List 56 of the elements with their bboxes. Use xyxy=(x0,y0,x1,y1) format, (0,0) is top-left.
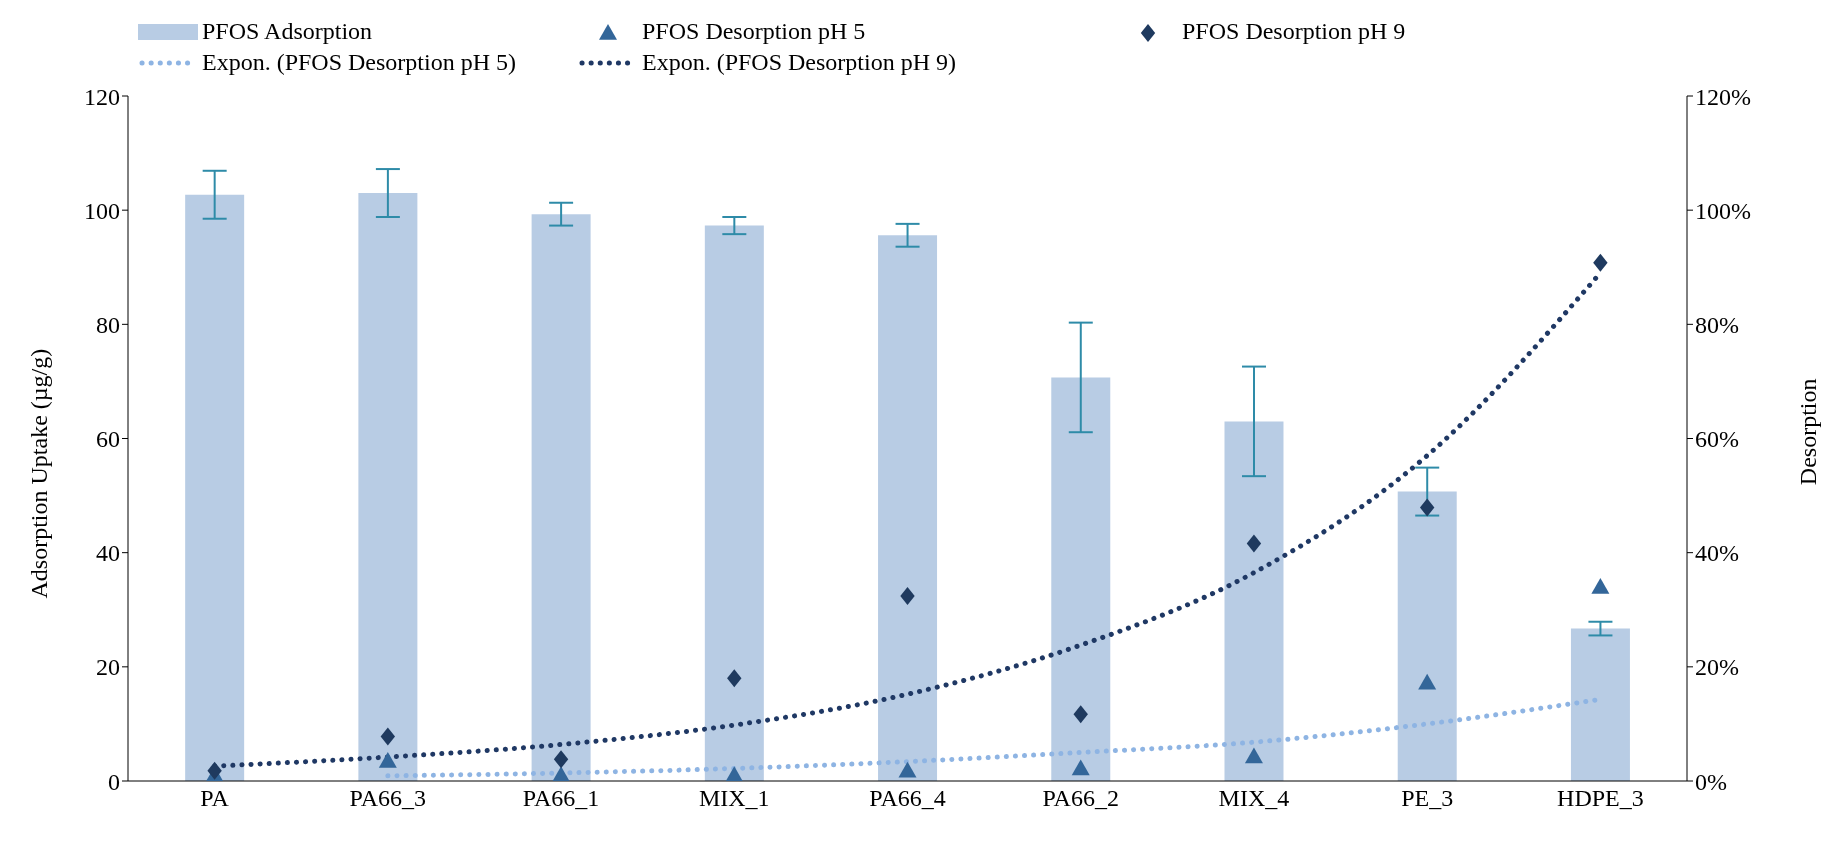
point xyxy=(1418,673,1437,690)
point xyxy=(1419,498,1435,517)
y-tick-label: 60 xyxy=(96,426,120,453)
x-tick-label: PA66_2 xyxy=(1042,785,1119,812)
legend-label: PFOS Desorption pH 9 xyxy=(1182,18,1406,45)
bar xyxy=(1397,491,1457,781)
bar xyxy=(358,193,418,781)
point xyxy=(1244,747,1263,764)
point xyxy=(1591,577,1610,594)
x-tick-label: HDPE_3 xyxy=(1557,785,1644,812)
x-tick-label: MIX_4 xyxy=(1218,785,1290,812)
y2-tick-label: 60% xyxy=(1695,426,1739,453)
legend-label: Expon. (PFOS Desorption pH 9) xyxy=(642,49,957,76)
y2-tick-label: 40% xyxy=(1695,540,1739,567)
bar xyxy=(1051,377,1111,781)
x-tick-label: PA66_4 xyxy=(869,785,946,812)
x-tick-label: MIX_1 xyxy=(698,785,770,812)
legend-label: PFOS Adsorption xyxy=(202,18,373,45)
bar xyxy=(878,235,938,781)
point xyxy=(898,761,917,778)
y2-tick-label: 0% xyxy=(1695,768,1727,795)
y-tick-label: 40 xyxy=(96,540,120,567)
point xyxy=(1246,534,1262,553)
y2-axis-title: Desorption xyxy=(1794,378,1821,486)
bar xyxy=(531,214,591,781)
bar xyxy=(185,194,245,781)
point xyxy=(900,587,915,606)
x-tick-label: PA xyxy=(200,785,230,812)
y-axis-title: Adsorption Uptake (µg/g) xyxy=(25,348,52,599)
point xyxy=(1073,705,1088,724)
point xyxy=(725,766,744,781)
y-tick-label: 80 xyxy=(96,311,120,338)
y2-tick-label: 120% xyxy=(1695,83,1751,110)
bar xyxy=(1224,421,1284,781)
x-tick-label: PA66_1 xyxy=(522,785,600,812)
point xyxy=(727,669,742,688)
bar xyxy=(704,225,764,781)
y-tick-label: 20 xyxy=(96,654,120,681)
legend-label: Expon. (PFOS Desorption pH 5) xyxy=(202,49,517,76)
y2-tick-label: 100% xyxy=(1695,197,1751,224)
point xyxy=(1071,759,1090,776)
y2-tick-label: 80% xyxy=(1695,311,1739,338)
bar xyxy=(1570,628,1630,781)
point xyxy=(378,752,397,768)
point xyxy=(380,727,396,746)
y2-tick-label: 20% xyxy=(1695,654,1739,681)
y-tick-label: 0 xyxy=(108,768,120,795)
point xyxy=(553,750,569,769)
x-tick-label: PE_3 xyxy=(1401,785,1454,812)
point xyxy=(1593,253,1608,272)
y-tick-label: 120 xyxy=(84,83,120,110)
x-tick-label: PA66_3 xyxy=(349,785,427,812)
point xyxy=(207,761,222,780)
y-tick-label: 100 xyxy=(84,197,120,224)
legend-label: PFOS Desorption pH 5 xyxy=(642,18,866,45)
point xyxy=(552,766,571,781)
